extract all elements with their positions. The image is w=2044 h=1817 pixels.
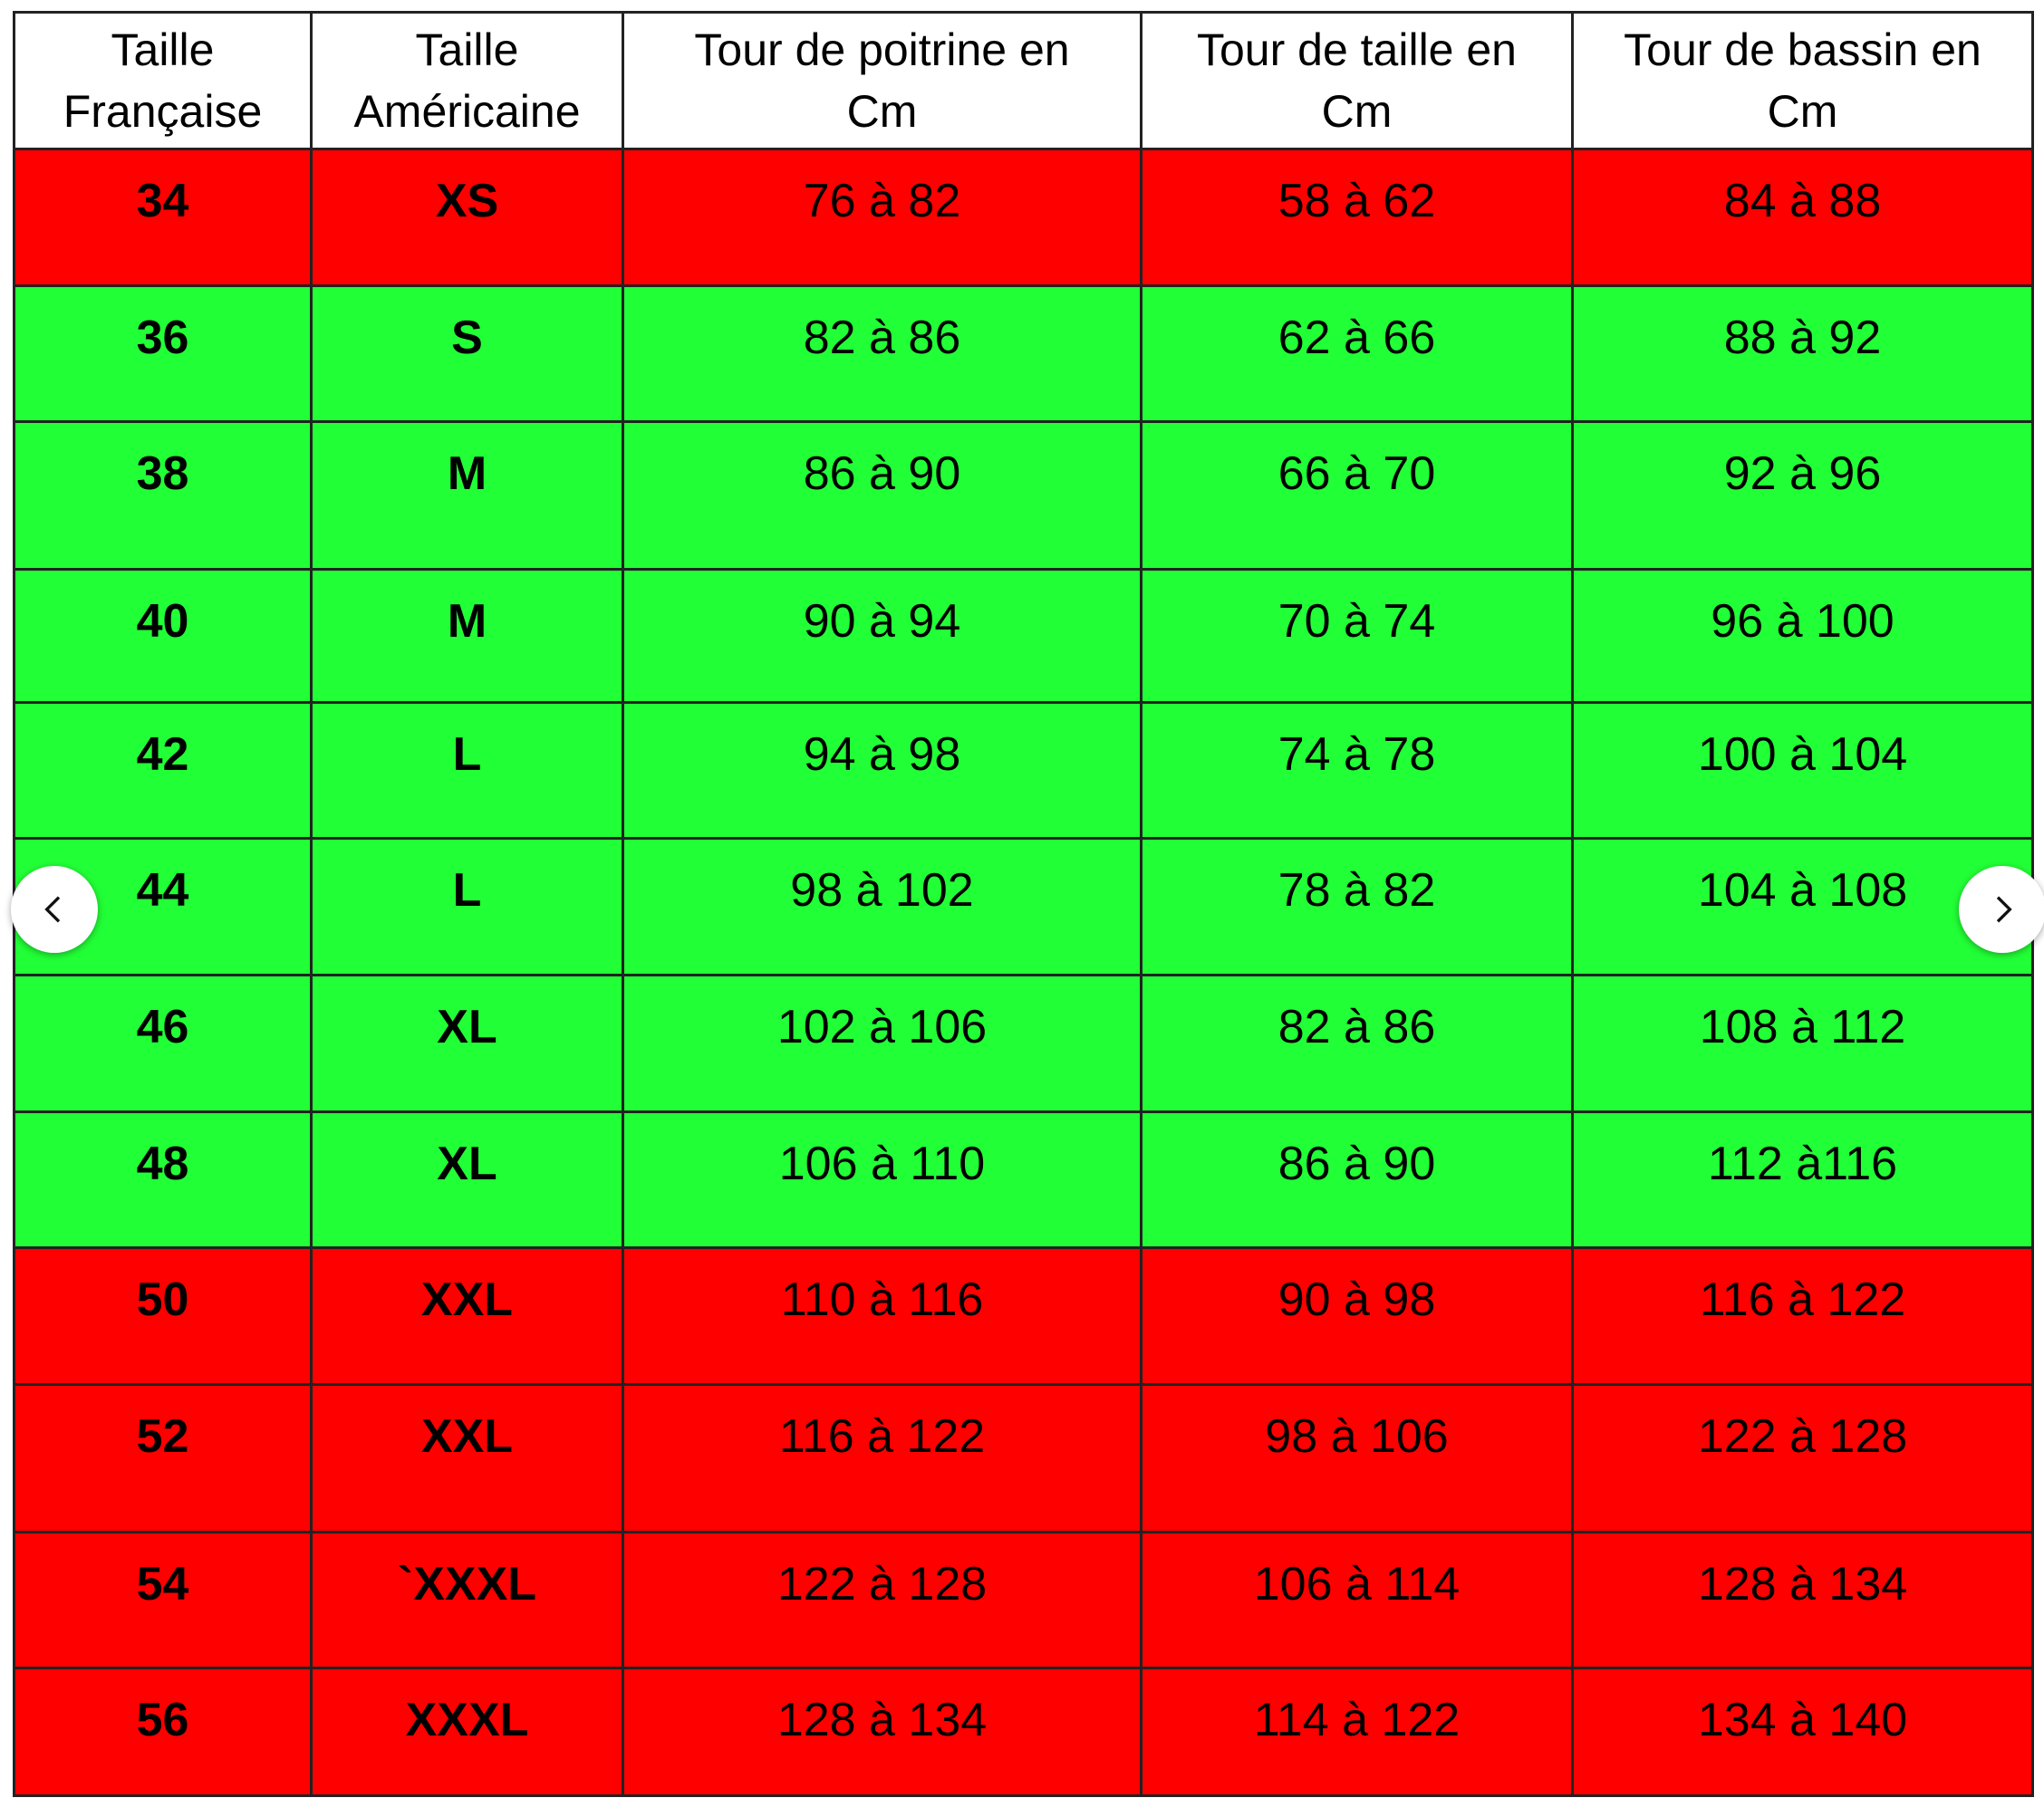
cell-taille-americaine: XL — [310, 1110, 624, 1250]
cell-tour-bassin: 112 à116 — [1571, 1110, 2034, 1250]
cell-taille-francaise: 42 — [13, 700, 313, 841]
cell-tour-poitrine: 76 à 82 — [622, 148, 1143, 287]
cell-taille-francaise: 36 — [13, 284, 313, 424]
cell-tour-bassin: 92 à 96 — [1571, 420, 2034, 572]
cell-tour-poitrine: 106 à 110 — [622, 1110, 1143, 1250]
cell-taille-americaine: XL — [310, 973, 624, 1113]
cell-tour-poitrine: 110 à 116 — [622, 1246, 1143, 1386]
cell-taille-francaise: 50 — [13, 1246, 313, 1386]
size-table: Taille Française Taille Américaine Tour … — [13, 11, 2034, 1797]
table-row: 48 XL 106 à 110 86 à 90 112 à116 — [13, 1110, 2034, 1250]
header-tour-taille: Tour de taille en Cm — [1140, 11, 1574, 150]
next-button[interactable] — [1959, 866, 2044, 953]
cell-tour-poitrine: 128 à 134 — [622, 1667, 1143, 1797]
cell-taille-francaise: 38 — [13, 420, 313, 572]
table-header-row: Taille Française Taille Américaine Tour … — [13, 11, 2034, 150]
cell-tour-bassin: 84 à 88 — [1571, 148, 2034, 287]
cell-taille-americaine: L — [310, 700, 624, 841]
cell-tour-bassin: 134 à 140 — [1571, 1667, 2034, 1797]
cell-taille-americaine: XS — [310, 148, 624, 287]
cell-taille-francaise: 44 — [13, 837, 313, 976]
chevron-left-icon — [44, 896, 61, 923]
cell-taille-americaine: `XXXL — [310, 1530, 624, 1670]
cell-tour-poitrine: 116 à 122 — [622, 1382, 1143, 1533]
cell-tour-poitrine: 122 à 128 — [622, 1530, 1143, 1670]
cell-taille-americaine: XXL — [310, 1246, 624, 1386]
cell-tour-bassin: 100 à 104 — [1571, 700, 2034, 841]
cell-taille-americaine: XXL — [310, 1382, 624, 1533]
cell-tour-taille: 70 à 74 — [1140, 568, 1574, 704]
cell-taille-francaise: 56 — [13, 1667, 313, 1797]
table-row: 52 XXL 116 à 122 98 à 106 122 à 128 — [13, 1382, 2034, 1533]
cell-tour-poitrine: 94 à 98 — [622, 700, 1143, 841]
cell-taille-francaise: 40 — [13, 568, 313, 704]
chevron-right-icon — [1996, 896, 2012, 923]
cell-tour-bassin: 122 à 128 — [1571, 1382, 2034, 1533]
table-row: 40 M 90 à 94 70 à 74 96 à 100 — [13, 568, 2034, 704]
cell-taille-americaine: M — [310, 420, 624, 572]
cell-tour-poitrine: 98 à 102 — [622, 837, 1143, 976]
table-row: 50 XXL 110 à 116 90 à 98 116 à 122 — [13, 1246, 2034, 1386]
cell-taille-francaise: 52 — [13, 1382, 313, 1533]
cell-tour-taille: 74 à 78 — [1140, 700, 1574, 841]
cell-tour-poitrine: 102 à 106 — [622, 973, 1143, 1113]
previous-button[interactable] — [11, 866, 98, 953]
table-row: 38 M 86 à 90 66 à 70 92 à 96 — [13, 420, 2034, 572]
cell-tour-poitrine: 90 à 94 — [622, 568, 1143, 704]
table-row: 56 XXXL 128 à 134 114 à 122 134 à 140 — [13, 1667, 2034, 1797]
cell-tour-taille: 86 à 90 — [1140, 1110, 1574, 1250]
cell-tour-bassin: 116 à 122 — [1571, 1246, 2034, 1386]
table-row: 44 L 98 à 102 78 à 82 104 à 108 — [13, 837, 2034, 976]
header-tour-poitrine: Tour de poitrine en Cm — [622, 11, 1143, 150]
table-row: 34 XS 76 à 82 58 à 62 84 à 88 — [13, 148, 2034, 287]
cell-taille-americaine: M — [310, 568, 624, 704]
header-taille-americaine: Taille Américaine — [310, 11, 624, 150]
table-row: 46 XL 102 à 106 82 à 86 108 à 112 — [13, 973, 2034, 1113]
cell-tour-taille: 106 à 114 — [1140, 1530, 1574, 1670]
cell-tour-poitrine: 86 à 90 — [622, 420, 1143, 572]
cell-taille-francaise: 34 — [13, 148, 313, 287]
cell-tour-bassin: 108 à 112 — [1571, 973, 2034, 1113]
table-row: 36 S 82 à 86 62 à 66 88 à 92 — [13, 284, 2034, 424]
cell-tour-taille: 58 à 62 — [1140, 148, 1574, 287]
cell-tour-poitrine: 82 à 86 — [622, 284, 1143, 424]
cell-taille-americaine: L — [310, 837, 624, 976]
cell-tour-taille: 114 à 122 — [1140, 1667, 1574, 1797]
cell-tour-taille: 62 à 66 — [1140, 284, 1574, 424]
cell-tour-taille: 98 à 106 — [1140, 1382, 1574, 1533]
cell-tour-bassin: 88 à 92 — [1571, 284, 2034, 424]
header-tour-bassin: Tour de bassin en Cm — [1571, 11, 2034, 150]
cell-taille-francaise: 48 — [13, 1110, 313, 1250]
cell-taille-francaise: 54 — [13, 1530, 313, 1670]
cell-tour-taille: 66 à 70 — [1140, 420, 1574, 572]
table-row: 54 `XXXL 122 à 128 106 à 114 128 à 134 — [13, 1530, 2034, 1670]
cell-tour-taille: 78 à 82 — [1140, 837, 1574, 976]
cell-tour-bassin: 96 à 100 — [1571, 568, 2034, 704]
cell-tour-taille: 82 à 86 — [1140, 973, 1574, 1113]
table-row: 42 L 94 à 98 74 à 78 100 à 104 — [13, 700, 2034, 841]
size-chart: Taille Française Taille Américaine Tour … — [13, 11, 2034, 1797]
header-taille-francaise: Taille Française — [13, 11, 313, 150]
cell-taille-americaine: S — [310, 284, 624, 424]
cell-tour-taille: 90 à 98 — [1140, 1246, 1574, 1386]
cell-taille-francaise: 46 — [13, 973, 313, 1113]
cell-tour-bassin: 128 à 134 — [1571, 1530, 2034, 1670]
cell-taille-americaine: XXXL — [310, 1667, 624, 1797]
